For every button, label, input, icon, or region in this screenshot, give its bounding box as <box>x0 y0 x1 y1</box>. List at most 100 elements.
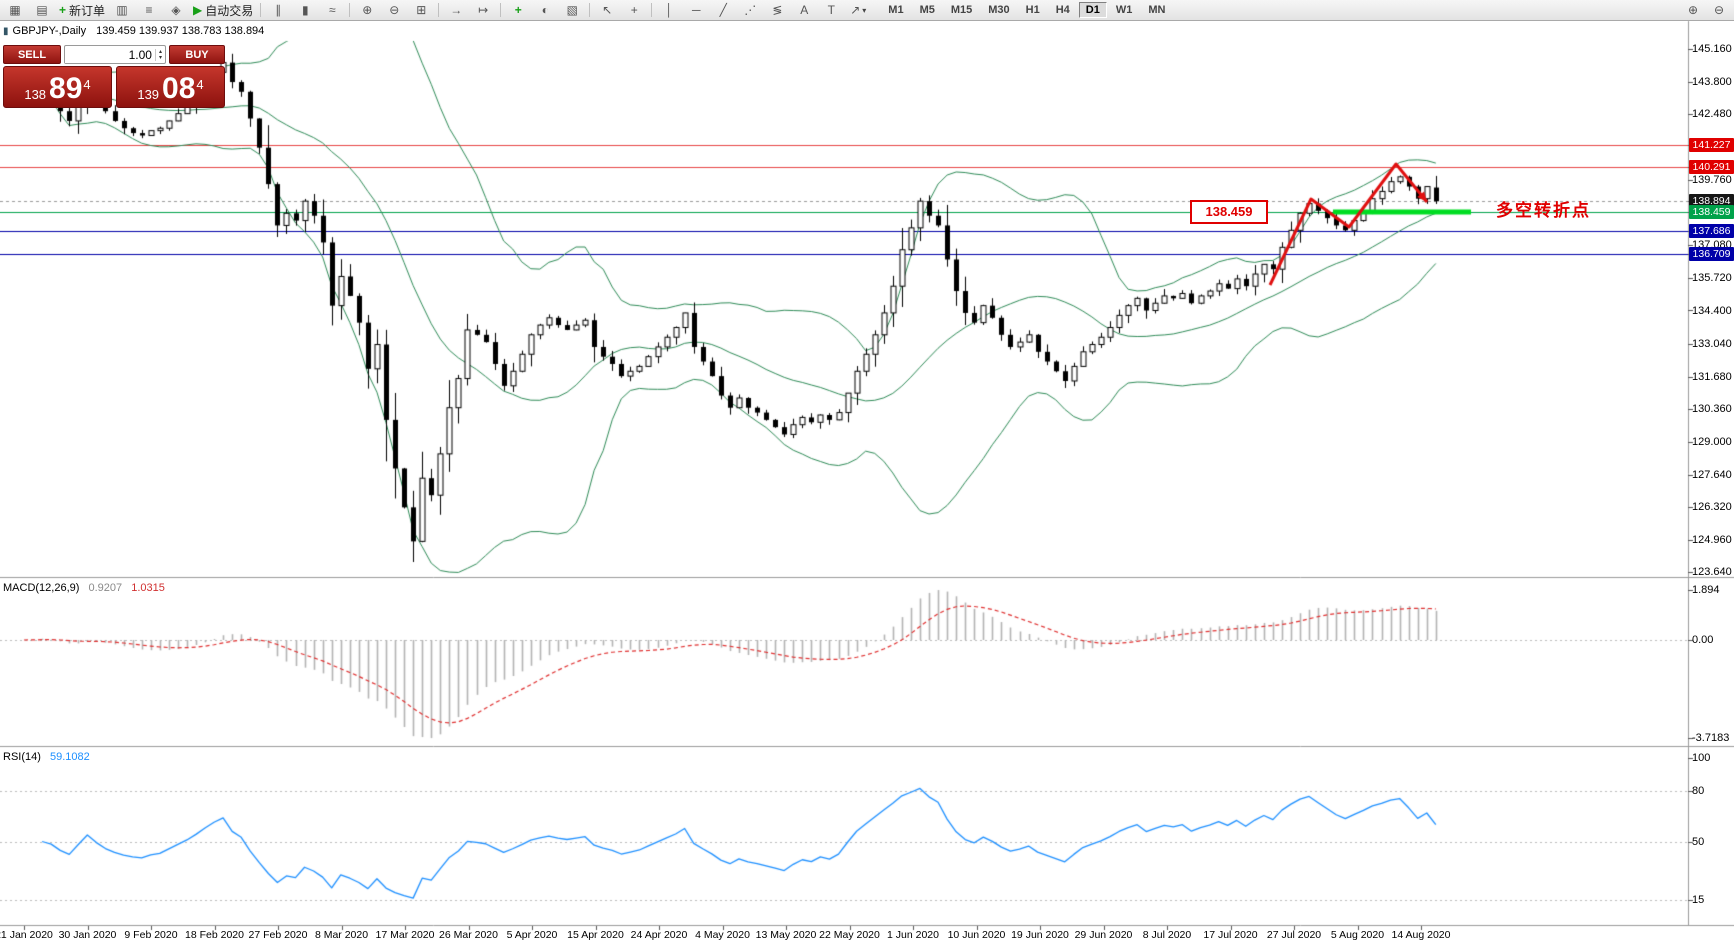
new-chart-icon-glyph: ▦ <box>9 3 21 17</box>
vertical-line-icon[interactable]: │ <box>656 0 682 20</box>
date-tick-label: 17 Jul 2020 <box>1203 929 1258 941</box>
ask-big-digits: 08 <box>162 72 196 105</box>
autotrading-button-label: 自动交易 <box>205 3 254 18</box>
price-tag-138.894: 138.894 <box>1689 194 1734 209</box>
price-tag-137.686: 137.686 <box>1689 223 1734 238</box>
date-tick-label: 15 Apr 2020 <box>567 929 624 941</box>
zoom-out-icon[interactable]: ⊖ <box>381 0 407 20</box>
date-tick-label: 30 Jan 2020 <box>58 929 117 941</box>
toolbar-separator <box>500 3 502 17</box>
volume-stepper[interactable]: ▴▾ <box>64 45 166 64</box>
buy-button[interactable]: BUY <box>169 45 225 64</box>
timeframe-m1[interactable]: M1 <box>888 4 904 16</box>
zoom-in-icon[interactable]: ⊕ <box>354 0 380 20</box>
chart-title-icon: ▮ <box>3 25 9 37</box>
price-tick-label: 139.760 <box>1692 174 1732 187</box>
autotrading-button[interactable]: ▶ 自动交易 <box>190 0 256 20</box>
fibonacci-icon[interactable]: ≶ <box>764 0 790 20</box>
timeframe-m5[interactable]: M5 <box>919 4 935 16</box>
crosshair-icon[interactable]: + <box>621 0 647 20</box>
timeframe-m30[interactable]: M30 <box>988 4 1010 16</box>
volume-spinner[interactable]: ▴ ▾ <box>154 48 165 61</box>
sell-button[interactable]: SELL <box>3 45 61 64</box>
macd-tick-label: -3.7183 <box>1692 732 1730 745</box>
channel-icon-glyph: ⋰ <box>744 3 757 17</box>
timeframe-d1[interactable]: D1 <box>1078 2 1107 18</box>
timeframe-h4[interactable]: H4 <box>1055 4 1070 16</box>
trendline-icon[interactable]: ╱ <box>710 0 736 20</box>
bid-big-digits: 89 <box>49 72 83 105</box>
pivot-annotation[interactable]: 多空转折点 <box>1496 201 1591 220</box>
text-icon[interactable]: A <box>791 0 817 20</box>
bar-chart-icon-glyph: ∥ <box>275 3 282 17</box>
toolbar-separator <box>438 3 440 17</box>
price-tick-label: 134.400 <box>1692 304 1732 317</box>
cursor-icon[interactable]: ↖ <box>594 0 620 20</box>
support-price-callout[interactable]: 138.459 <box>1190 200 1268 224</box>
date-tick-label: 29 Jun 2020 <box>1074 929 1133 941</box>
tile-windows-icon[interactable]: ⊞ <box>408 0 434 20</box>
date-tick-label: 8 Mar 2020 <box>314 929 369 941</box>
chart-shift-icon-glyph: ↦ <box>478 3 489 17</box>
bar-chart-icon[interactable]: ∥ <box>265 0 291 20</box>
quick-zoom-in-icon-glyph: ⊕ <box>1687 3 1699 17</box>
auto-scroll-icon[interactable]: → <box>443 0 469 20</box>
label-icon[interactable]: T <box>818 0 844 20</box>
date-tick-label: 27 Feb 2020 <box>248 929 308 941</box>
rsi-tick-label: 50 <box>1692 835 1705 848</box>
auto-scroll-icon-glyph: → <box>450 3 463 17</box>
timeframe-w1[interactable]: W1 <box>1115 4 1133 16</box>
templates-icon[interactable]: ▧ <box>559 0 585 20</box>
date-tick-label: 24 Apr 2020 <box>630 929 688 941</box>
price-tick-label: 124.960 <box>1692 533 1732 546</box>
quick-zoom-in-icon[interactable]: ⊕ <box>1680 0 1706 20</box>
crosshair-icon-glyph: + <box>630 3 638 17</box>
line-chart-icon[interactable]: ≈ <box>319 0 345 20</box>
quick-zoom-out-icon[interactable]: ⊖ <box>1706 0 1732 20</box>
timeframe-h1[interactable]: H1 <box>1025 4 1040 16</box>
date-tick-label: 9 Feb 2020 <box>124 929 178 941</box>
price-tag-138.459: 138.459 <box>1689 204 1734 219</box>
price-tick-label: 127.640 <box>1692 468 1732 481</box>
new-chart-icon[interactable]: ▦ <box>2 0 28 20</box>
navigator-icon-glyph: ◈ <box>171 3 181 17</box>
rsi-value: 59.1082 <box>49 751 90 763</box>
window-layout-icon[interactable]: ▤ <box>29 0 55 20</box>
timeframe-mn[interactable]: MN <box>1148 4 1166 16</box>
symbol-period-label: GBPJPY-,Daily <box>12 25 87 37</box>
macd-tick-label: 0.00 <box>1692 634 1714 646</box>
price-tick-label: 133.040 <box>1692 337 1732 350</box>
ohlc-readout: 139.459 139.937 138.783 138.894 <box>96 25 265 37</box>
new-order-button[interactable]: + 新订单 <box>56 0 108 20</box>
indicators-icon[interactable]: + <box>505 0 531 20</box>
rsi-tick-label: 80 <box>1692 785 1705 798</box>
channel-icon[interactable]: ⋰ <box>737 0 763 20</box>
rsi-tick-label: 15 <box>1692 893 1705 906</box>
price-tick-label: 143.800 <box>1692 76 1732 89</box>
date-tick-label: 4 May 2020 <box>695 929 750 941</box>
date-tick-label: 18 Feb 2020 <box>185 929 244 941</box>
rsi-label: RSI(14) 59.1082 <box>3 751 90 763</box>
fibonacci-icon-glyph: ≶ <box>772 3 783 17</box>
arrows-icon[interactable]: ↗ ▾ <box>845 0 871 20</box>
candlestick-chart-icon[interactable]: ▮ <box>292 0 318 20</box>
date-tick-label: 21 Jan 2020 <box>0 929 53 941</box>
toolbar-separator <box>589 3 591 17</box>
time-frame-group: M1 M5 M15 M30 H1 H4 D1 W1 MN <box>880 2 1173 18</box>
data-window-icon[interactable]: ≡ <box>136 0 162 20</box>
trendline-icon-glyph: ╱ <box>719 3 727 17</box>
chart-shift-icon[interactable]: ↦ <box>470 0 496 20</box>
volume-input[interactable] <box>65 46 155 63</box>
price-tick-label: 135.720 <box>1692 272 1732 285</box>
buy-price-button[interactable]: 139 08 4 <box>116 66 225 108</box>
horizontal-line-icon[interactable]: ─ <box>683 0 709 20</box>
toolbar: ▦ ▤ + 新订单 ▥ ≡ ◈ ▶ 自动交易 ∥ ▮ ≈ ⊕ ⊖ ⊞ → ↦ + ◐ ▧ ↖ + │ ─ ╱ ⋰ ≶ A T ↗ ▾ M1 M5… <box>0 0 1734 21</box>
navigator-icon[interactable]: ◈ <box>163 0 189 20</box>
market-watch-icon[interactable]: ▥ <box>109 0 135 20</box>
date-tick-label: 27 Jul 2020 <box>1266 929 1322 941</box>
periods-icon[interactable]: ◐ <box>532 0 558 20</box>
price-tick-label: 130.360 <box>1692 402 1732 415</box>
sell-price-button[interactable]: 138 89 4 <box>3 66 112 108</box>
timeframe-m15[interactable]: M15 <box>950 4 973 16</box>
